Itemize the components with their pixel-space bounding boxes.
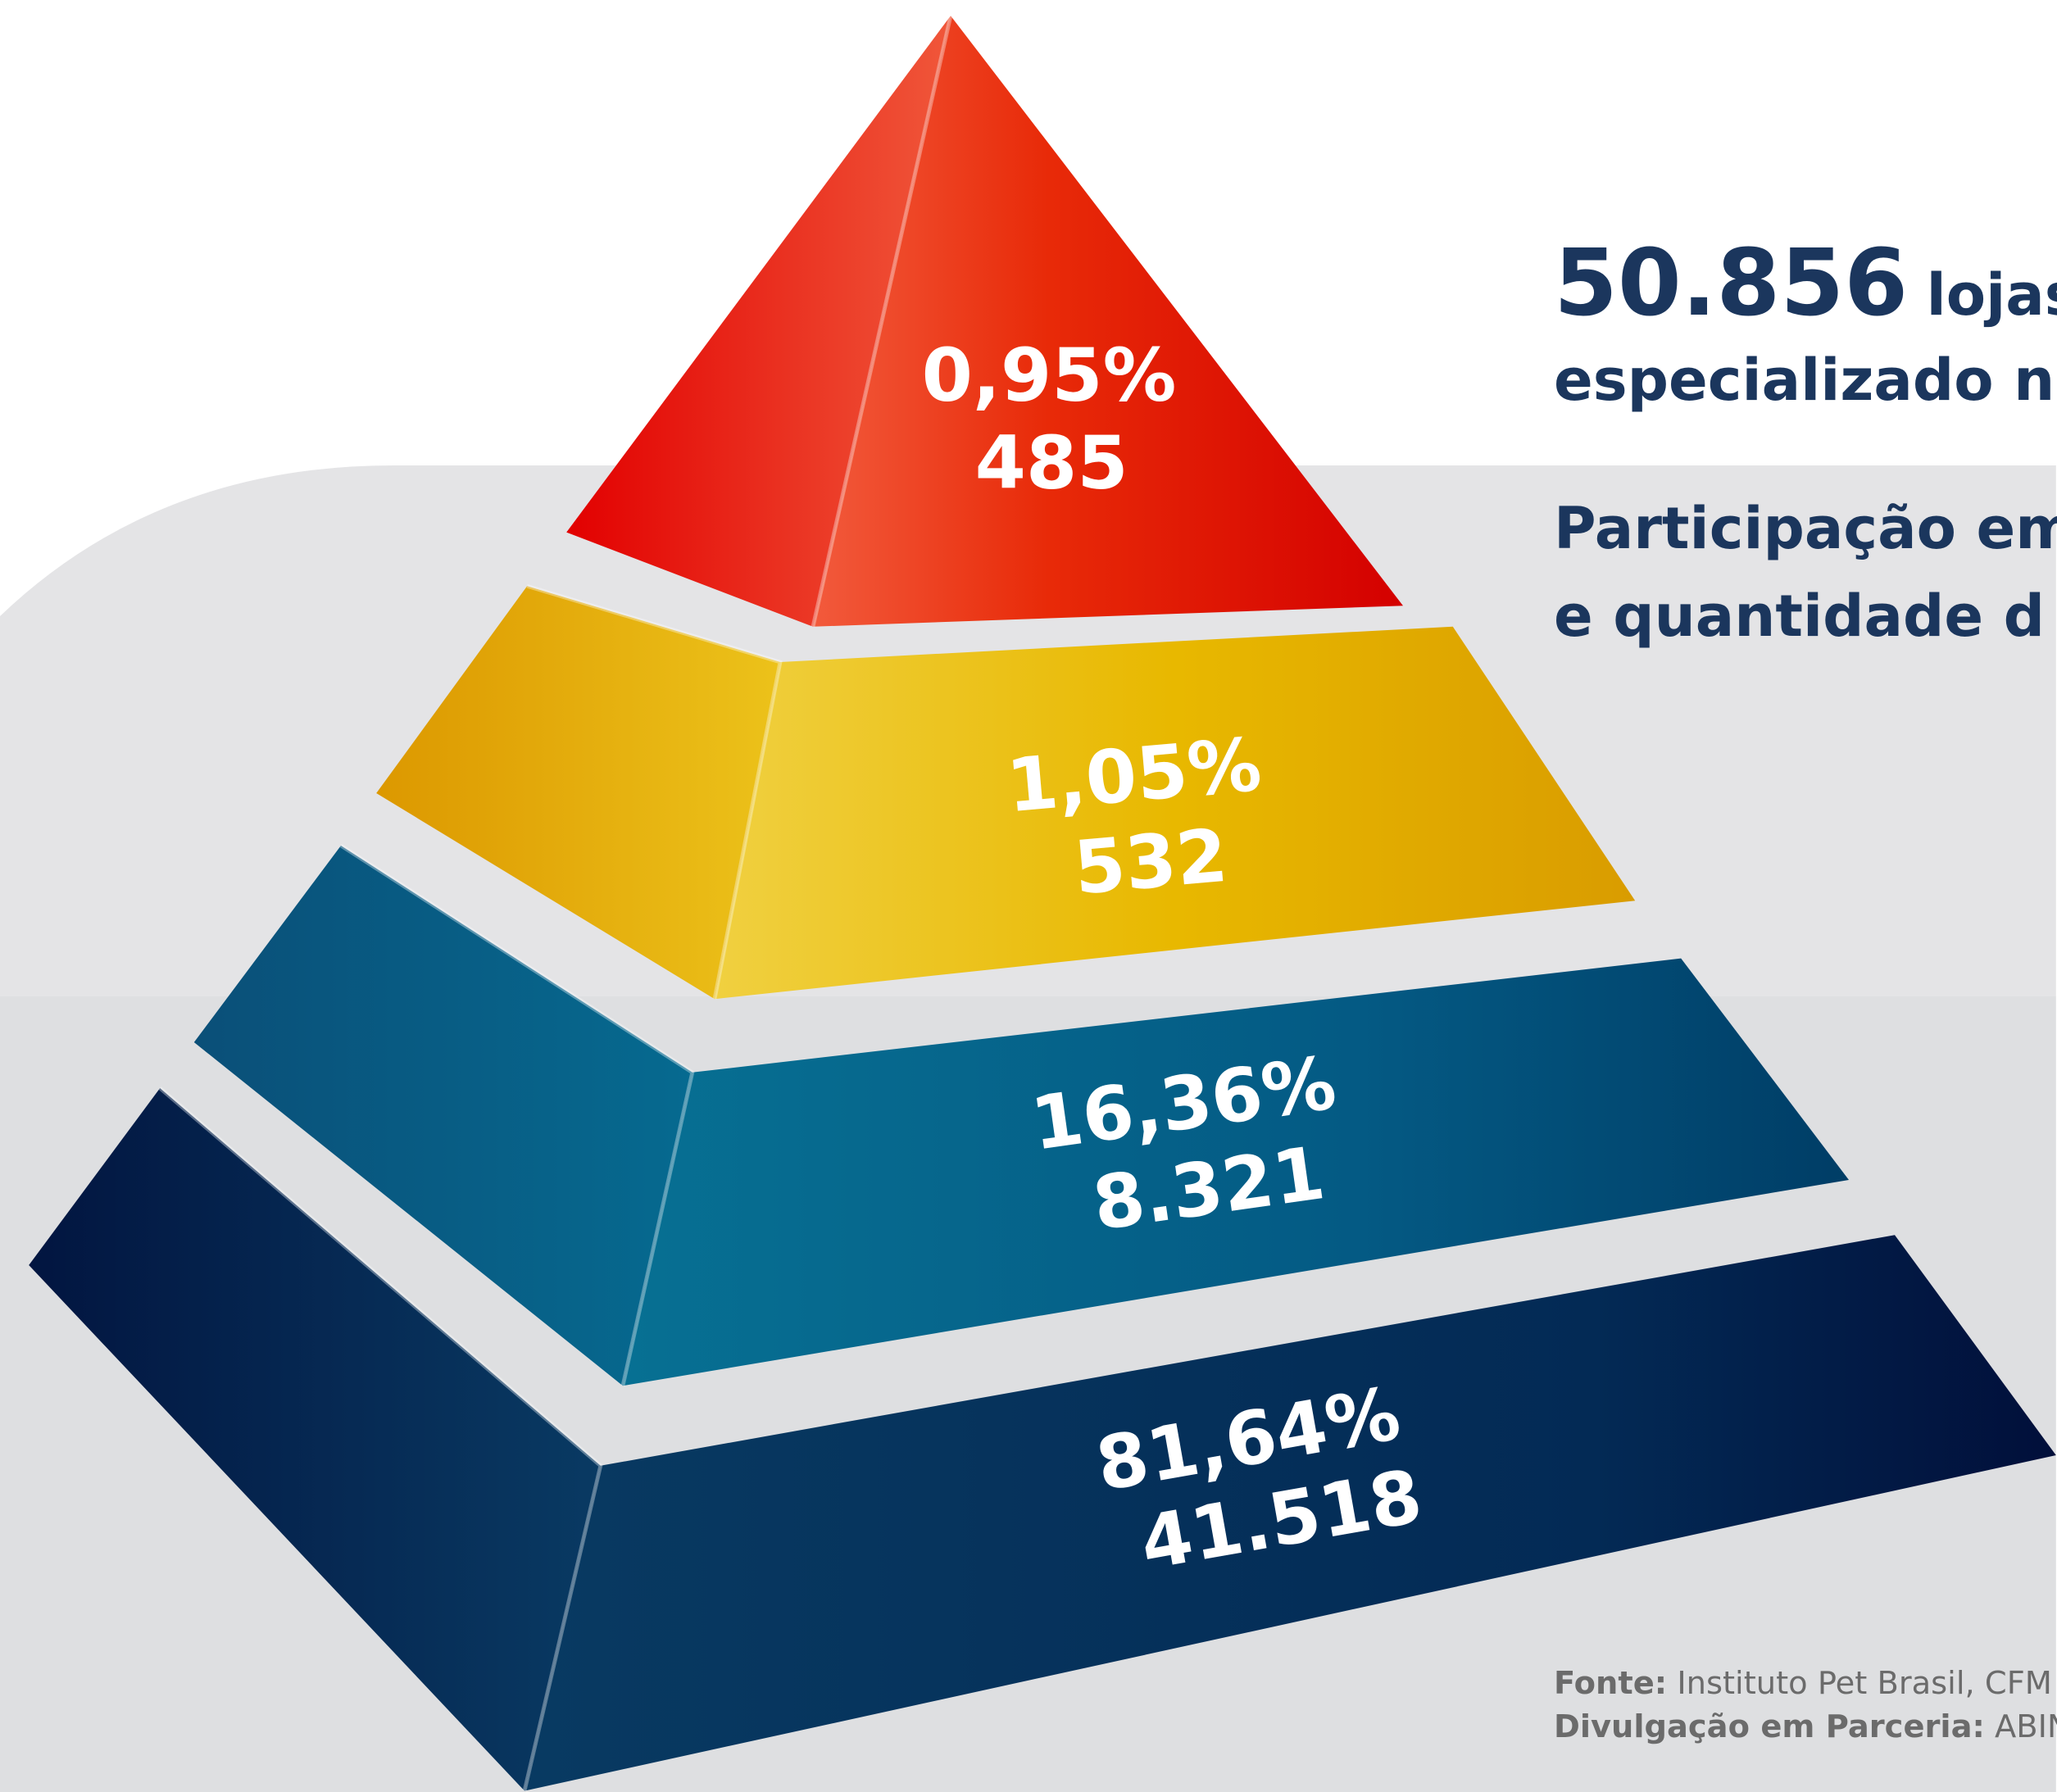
partner-label: Divulgação em Parceria: [1554,1708,1985,1745]
face [566,16,951,627]
title-line: especializado n [1554,347,2055,414]
total: 50.856 lojas [1554,230,2057,337]
source: Fonte: Instituto Pet Brasil, CFM [1554,1665,2052,1702]
level-percent: 0,95% [922,333,1177,418]
face [524,1235,2056,1791]
face [376,586,780,1000]
partner-text: ABIN [1995,1708,2057,1745]
subtitle: Participação em [1554,495,2057,562]
subtitle: e quantidade d [1554,583,2045,650]
partner: Divulgação em Parceria: ABIN [1554,1708,2057,1745]
level-count: 532 [1071,814,1231,912]
canvas: 0,95% 485 1,05% 532 16,36% 8.321 81,64% … [0,15,2057,1792]
source-label: Fonte: [1554,1665,1667,1702]
face [715,626,1636,1000]
face [813,16,1403,627]
total-number: 50.856 [1554,230,1908,337]
edges [158,15,953,1792]
face [623,958,1849,1386]
level-count: 485 [975,421,1128,506]
face [29,1088,601,1791]
source-text: Instituto Pet Brasil, CFM [1677,1665,2052,1702]
face [193,846,692,1386]
total-unit: lojas [1927,261,2057,329]
